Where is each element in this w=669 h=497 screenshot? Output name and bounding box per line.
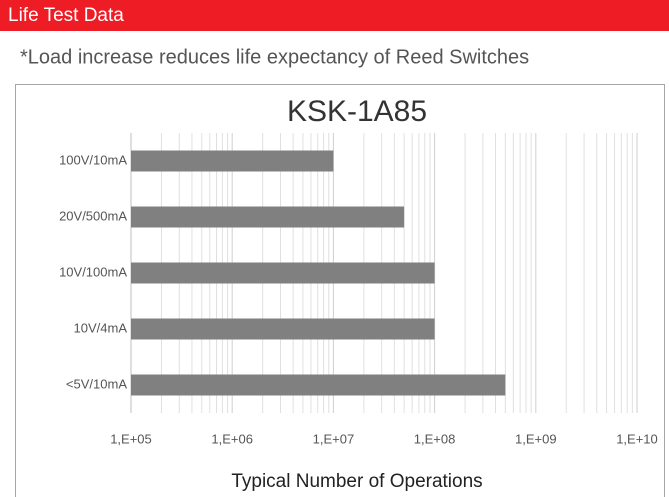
x-tick-label: 1,E+10: [616, 431, 658, 446]
header-title: Life Test Data: [8, 5, 124, 26]
y-tick-label: <5V/10mA: [66, 376, 127, 391]
x-axis-label: Typical Number of Operations: [231, 471, 482, 492]
x-tick-label: 1,E+05: [110, 431, 152, 446]
x-tick-label: 1,E+07: [313, 431, 355, 446]
subtitle: *Load increase reduces life expectancy o…: [20, 46, 529, 68]
bar: [131, 374, 506, 396]
header-bar: [0, 0, 669, 31]
y-tick-label: 10V/4mA: [74, 320, 128, 335]
bar: [131, 206, 405, 228]
y-tick-label: 100V/10mA: [59, 152, 127, 167]
y-tick-label: 20V/500mA: [59, 208, 127, 223]
bar: [131, 262, 435, 284]
bar: [131, 150, 334, 172]
chart-title: KSK-1A85: [287, 95, 427, 128]
bar: [131, 318, 435, 340]
x-tick-label: 1,E+09: [515, 431, 557, 446]
chart-frame: [15, 84, 665, 497]
x-tick-label: 1,E+08: [414, 431, 456, 446]
y-tick-label: 10V/100mA: [59, 264, 127, 279]
x-tick-label: 1,E+06: [211, 431, 253, 446]
